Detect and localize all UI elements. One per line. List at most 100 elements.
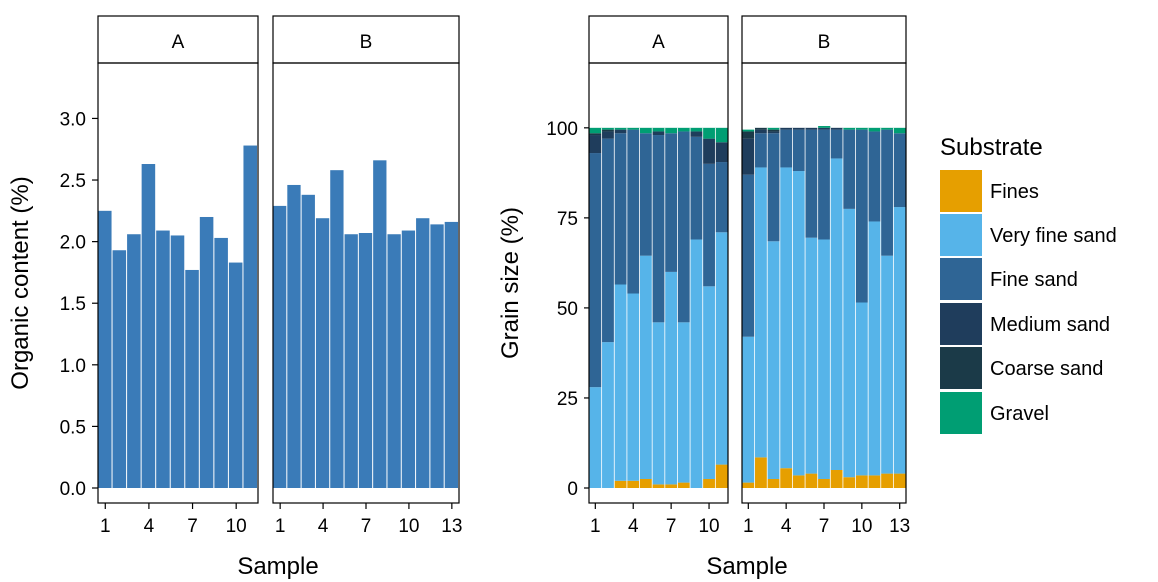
bar-segment-very-fine-sand xyxy=(805,237,818,474)
bar-b-5 xyxy=(330,170,344,488)
bar-b-3 xyxy=(301,194,315,489)
x-tick-label: 10 xyxy=(398,516,419,537)
bar-segment-fines xyxy=(767,478,780,488)
bar-segment-gravel xyxy=(702,127,716,139)
legend-title: Substrate xyxy=(940,134,1043,161)
bar-segment-fines xyxy=(614,480,627,488)
bar-b-8 xyxy=(373,160,387,488)
bar-segment-gravel xyxy=(589,127,602,134)
bar-segment-medium-sand xyxy=(715,142,728,163)
bar-segment-coarse-sand xyxy=(754,127,768,130)
bar-segment-very-fine-sand xyxy=(880,255,894,474)
x-tick-label: 1 xyxy=(100,516,111,537)
bar-segment-fine-sand xyxy=(589,153,602,388)
bar-segment-fine-sand xyxy=(742,174,755,337)
x-axis-title: Sample xyxy=(706,553,787,580)
bar-segment-fine-sand xyxy=(880,129,894,256)
bar-segment-medium-sand xyxy=(830,127,843,130)
bar-segment-very-fine-sand xyxy=(767,241,780,479)
bar-segment-fine-sand xyxy=(868,131,881,222)
bar-segment-very-fine-sand xyxy=(690,239,703,488)
legend-label-very-fine-sand: Very fine sand xyxy=(990,225,1117,247)
bar-segment-fine-sand xyxy=(767,133,780,242)
x-tick-label: 10 xyxy=(851,516,872,537)
panel-b: B 1 4 7 10 13 xyxy=(272,15,462,537)
bar-b-11 xyxy=(416,218,430,488)
bar-segment-fines xyxy=(893,473,906,488)
bar-segment-fine-sand xyxy=(805,129,818,238)
y-tick-label: 75 xyxy=(557,209,578,230)
bar-segment-medium-sand xyxy=(742,138,755,175)
y-tick-label: 2.5 xyxy=(60,171,86,192)
x-tick-label: 13 xyxy=(889,516,910,537)
bar-b-6 xyxy=(344,234,358,488)
bar-segment-fines xyxy=(702,478,716,488)
panel-frame xyxy=(97,62,259,504)
y-tick-label: 1.0 xyxy=(60,356,86,377)
y-tick-label: 50 xyxy=(557,299,578,320)
bar-segment-fines xyxy=(779,468,793,488)
panel-a: A 1 4 7 10 xyxy=(97,15,259,537)
legend-label-coarse-sand: Coarse sand xyxy=(990,358,1103,380)
bar-segment-fines xyxy=(830,469,843,488)
bar-segment-gravel xyxy=(893,127,906,134)
bar-a-2 xyxy=(112,250,127,488)
legend-swatch-medium-sand xyxy=(940,303,982,345)
bar-segment-gravel xyxy=(626,127,640,130)
organic-content-chart: A 1 4 7 10 B 1 4 7 10 13 0.0 0.5 1.0 1.5 2.0 2.5 3.0 Sampl… xyxy=(7,15,462,580)
bar-segment-very-fine-sand xyxy=(868,221,881,476)
bar-b-12 xyxy=(430,224,444,488)
bar-b-9 xyxy=(387,234,401,488)
bar-segment-medium-sand xyxy=(754,129,768,134)
legend-swatch-coarse-sand xyxy=(940,347,982,389)
bar-segment-gravel xyxy=(639,127,653,134)
bar-segment-gravel xyxy=(868,127,881,132)
x-tick-label: 1 xyxy=(743,516,754,537)
y-tick-label: 0 xyxy=(567,479,578,500)
bar-segment-medium-sand xyxy=(779,127,793,130)
x-tick-label: 7 xyxy=(187,516,198,537)
bar-b-13 xyxy=(444,221,458,489)
bar-b-10 xyxy=(401,230,416,488)
x-tick-label: 4 xyxy=(144,516,155,537)
x-tick-label: 7 xyxy=(819,516,830,537)
bar-segment-medium-sand xyxy=(614,129,627,134)
bar-segment-fine-sand xyxy=(754,133,768,168)
legend-swatch-very-fine-sand xyxy=(940,214,982,256)
bar-segment-very-fine-sand xyxy=(855,302,869,476)
bar-segment-fines xyxy=(855,475,869,488)
bar-b-4 xyxy=(315,218,330,488)
bar-b-2 xyxy=(287,184,301,488)
legend: Substrate Fines Very fine sand Fine sand… xyxy=(940,134,1117,434)
panel-b: B 1 4 7 10 13 xyxy=(741,15,910,537)
x-tick-label: 10 xyxy=(226,516,247,537)
bar-segment-fines xyxy=(652,484,665,488)
bar-segment-fines xyxy=(817,478,831,488)
bar-segment-gravel xyxy=(880,127,894,130)
grain-size-chart: A 1 4 7 10 B 1 4 7 10 13 0 25 50 75 100 Sample Grain size… xyxy=(497,15,910,580)
legend-swatch-gravel xyxy=(940,392,982,434)
bar-a-3 xyxy=(127,234,141,488)
bar-segment-gravel xyxy=(677,127,691,132)
facet-label: B xyxy=(818,32,831,53)
legend-label-fines: Fines xyxy=(990,181,1039,203)
bar-segment-fines xyxy=(715,464,728,488)
bar-segment-very-fine-sand xyxy=(754,167,768,458)
y-tick-label: 100 xyxy=(546,119,578,140)
bar-segment-gravel xyxy=(817,126,831,128)
x-tick-label: 13 xyxy=(441,516,462,537)
bar-b-7 xyxy=(358,233,373,488)
x-axis-title: Sample xyxy=(237,553,318,580)
bar-segment-very-fine-sand xyxy=(639,255,653,479)
y-tick-label: 1.5 xyxy=(60,294,86,315)
bar-a-8 xyxy=(199,216,214,488)
bar-segment-fine-sand xyxy=(715,162,728,233)
y-tick-label: 0.0 xyxy=(60,479,86,500)
bar-segment-fines xyxy=(664,484,678,488)
bar-a-9 xyxy=(214,237,228,488)
bar-segment-very-fine-sand xyxy=(779,167,793,469)
bar-segment-gravel xyxy=(652,127,665,132)
bar-segment-very-fine-sand xyxy=(601,342,615,488)
bar-segment-fine-sand xyxy=(626,129,640,294)
bar-segment-medium-sand xyxy=(792,127,806,130)
